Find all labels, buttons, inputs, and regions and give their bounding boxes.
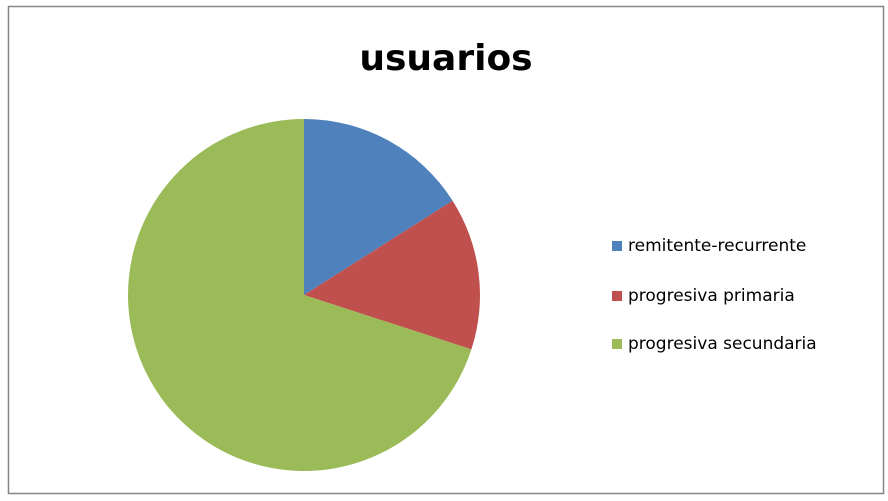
legend-swatch (612, 339, 622, 349)
legend-label: remitente-recurrente (628, 236, 806, 256)
legend-label: progresiva primaria (628, 286, 795, 306)
pie-slice (128, 119, 472, 471)
legend-label: progresiva secundaria (628, 334, 817, 354)
legend-swatch (612, 291, 622, 301)
legend-swatch (612, 241, 622, 251)
chart-title: usuarios (359, 38, 532, 79)
pie-slice (304, 119, 453, 295)
pie-slice (304, 200, 481, 350)
